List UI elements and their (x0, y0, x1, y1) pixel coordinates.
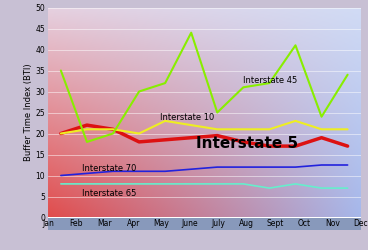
Text: May: May (154, 219, 170, 228)
Text: Interstate 70: Interstate 70 (82, 164, 136, 173)
Text: Jan: Jan (42, 219, 54, 228)
Text: Oct: Oct (297, 219, 310, 228)
Text: Interstate 45: Interstate 45 (243, 76, 298, 85)
Text: June: June (182, 219, 198, 228)
Text: Sept: Sept (267, 219, 284, 228)
Text: Mar: Mar (98, 219, 112, 228)
Text: July: July (212, 219, 225, 228)
Text: Dec: Dec (353, 219, 368, 228)
Text: Interstate 10: Interstate 10 (160, 113, 214, 122)
Text: Aug: Aug (240, 219, 254, 228)
Text: Interstate 65: Interstate 65 (82, 189, 136, 198)
Text: Nov: Nov (325, 219, 340, 228)
Text: Apr: Apr (127, 219, 140, 228)
Text: Interstate 5: Interstate 5 (197, 136, 298, 151)
Text: Feb: Feb (70, 219, 83, 228)
Y-axis label: Buffer Time Index (BTI): Buffer Time Index (BTI) (24, 64, 32, 161)
